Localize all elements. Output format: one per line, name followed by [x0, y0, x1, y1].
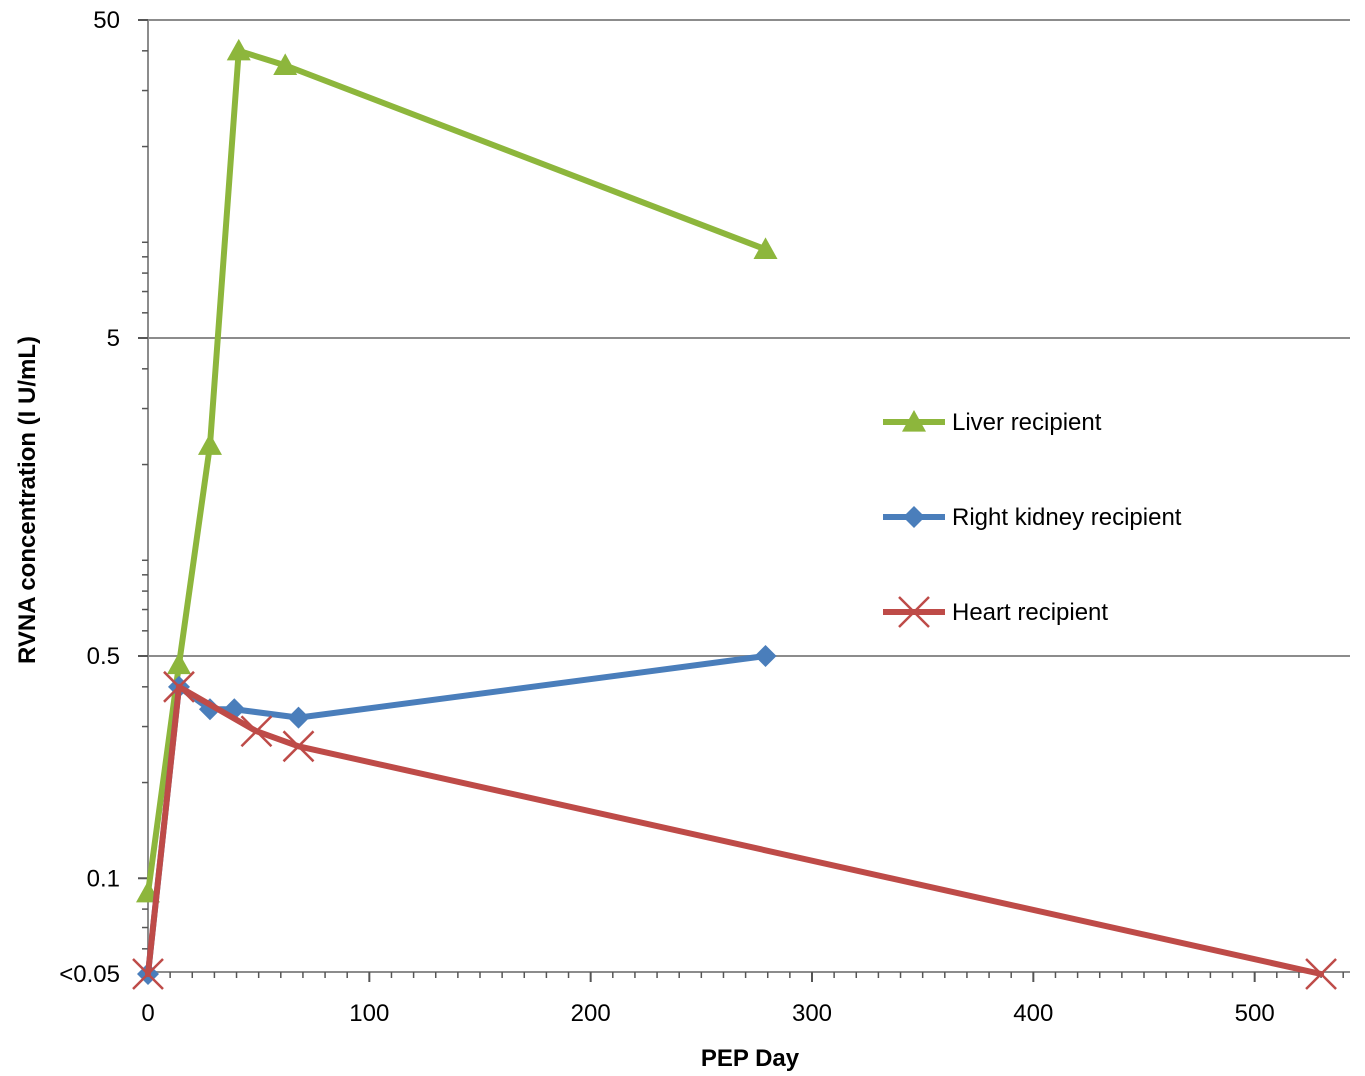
x-tick-label: 0 — [141, 1000, 154, 1027]
data-point — [226, 38, 251, 61]
legend-label: Right kidney recipient — [952, 504, 1182, 531]
x-tick-label: 500 — [1235, 1000, 1275, 1027]
data-point — [753, 237, 778, 259]
x-marker-stroke — [240, 715, 273, 748]
legend: Liver recipient Right kidney recipient Hea… — [883, 409, 1182, 628]
series-line — [145, 653, 769, 977]
y-tick-label: 5 — [107, 325, 120, 352]
x-axis-title: PEP Day — [701, 1045, 800, 1072]
data-point — [240, 715, 273, 748]
data-point — [163, 670, 195, 703]
x-tick-label: 200 — [571, 1000, 611, 1027]
x-marker-stroke — [898, 596, 930, 628]
x-tick-label: 400 — [1013, 1000, 1053, 1027]
data-point — [282, 730, 315, 763]
legend-label: Liver recipient — [952, 409, 1102, 436]
series-line — [145, 683, 1325, 977]
x-tick-label: 100 — [349, 1000, 389, 1027]
legend-item: Liver recipient — [883, 409, 1102, 436]
legend-item: Heart recipient — [883, 596, 1108, 628]
gridlines — [148, 19, 1350, 657]
x-marker-stroke — [132, 958, 164, 990]
series-layer — [132, 38, 1337, 990]
x-marker-stroke — [1305, 958, 1337, 990]
series-line — [145, 47, 769, 896]
legend-item: Right kidney recipient — [883, 504, 1182, 531]
data-point — [287, 706, 310, 729]
x-marker-stroke — [282, 730, 315, 763]
series-liver-recipient — [136, 38, 778, 903]
legend-swatch-marker — [898, 596, 930, 628]
legend-swatch-marker — [903, 506, 925, 528]
series-heart-recipient — [132, 670, 1337, 990]
data-point — [166, 652, 191, 675]
data-point — [754, 645, 777, 667]
data-point — [273, 53, 298, 75]
y-tick-label: 0.1 — [87, 865, 120, 892]
x-marker-stroke — [163, 670, 195, 703]
series-right-kidney-recipient — [137, 645, 777, 985]
data-point — [1305, 958, 1337, 990]
y-axis-title: RVNA concentration (I U/mL) — [14, 336, 41, 664]
legend-label: Heart recipient — [952, 599, 1108, 626]
y-tick-label: <0.05 — [59, 961, 120, 988]
data-point — [132, 958, 164, 990]
data-point — [197, 433, 222, 455]
x-tick-label: 300 — [792, 1000, 832, 1027]
legend-swatch-marker — [902, 410, 926, 432]
y-tick-label: 0.5 — [87, 643, 120, 670]
y-tick-label: 50 — [93, 7, 120, 34]
